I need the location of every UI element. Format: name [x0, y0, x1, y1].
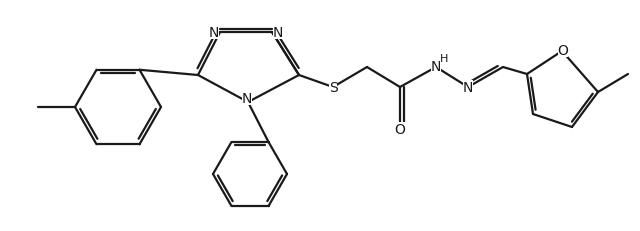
Text: N: N	[431, 60, 441, 74]
Text: N: N	[209, 26, 219, 40]
Text: N: N	[463, 81, 473, 94]
Text: N: N	[242, 92, 252, 106]
Text: S: S	[328, 81, 337, 94]
Text: N: N	[273, 26, 283, 40]
Text: O: O	[557, 44, 568, 58]
Text: H: H	[440, 54, 448, 64]
Text: O: O	[395, 122, 405, 137]
